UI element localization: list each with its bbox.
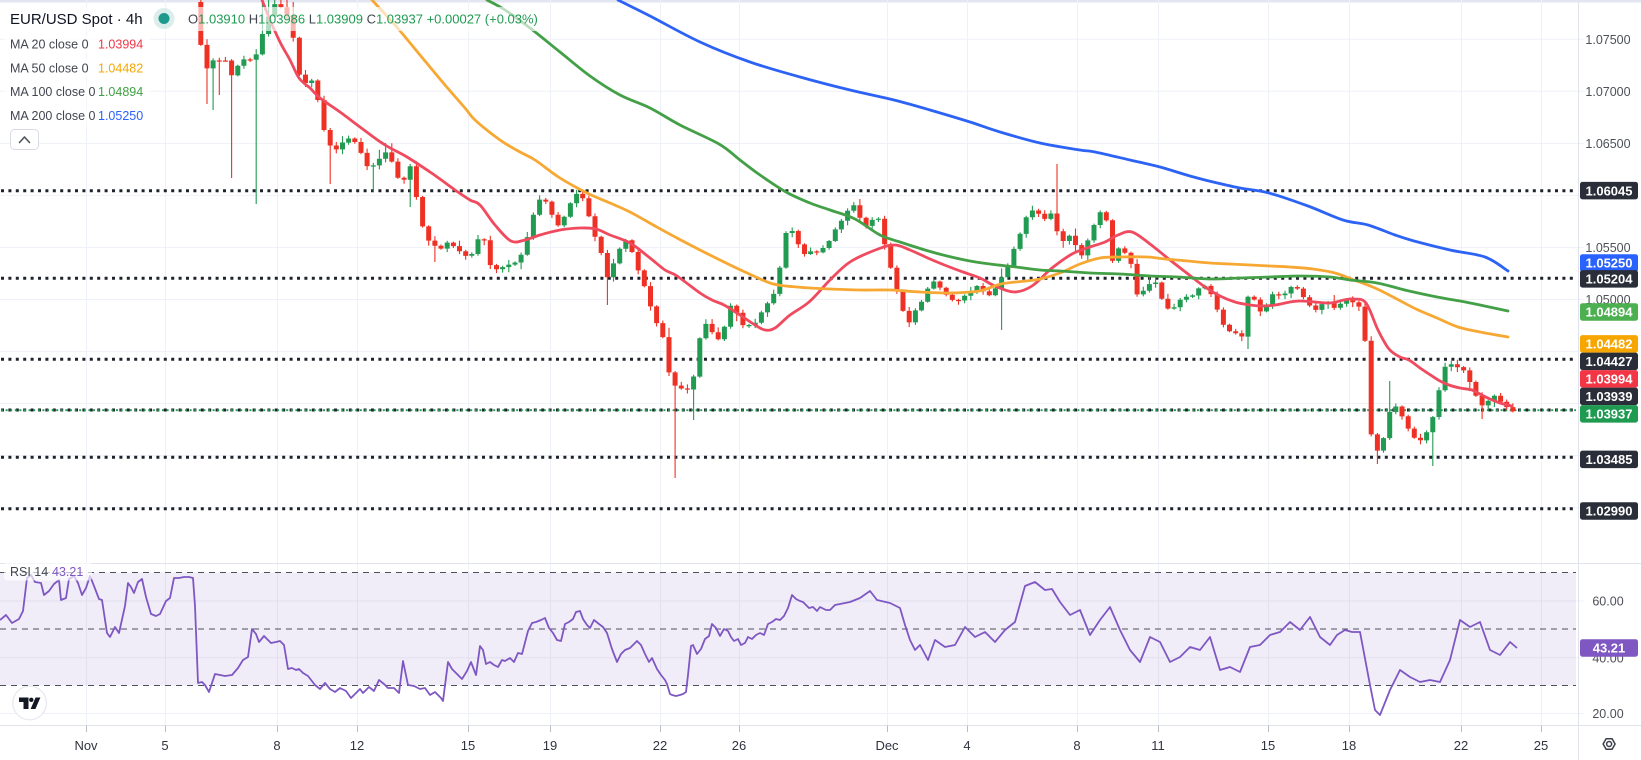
svg-text:1.05250: 1.05250 (98, 109, 143, 123)
svg-text:1.03994: 1.03994 (98, 37, 143, 51)
svg-text:1.05250: 1.05250 (1586, 256, 1633, 271)
svg-text:1.05204: 1.05204 (1586, 271, 1634, 286)
svg-text:1.04894: 1.04894 (98, 85, 143, 99)
svg-text:1.07000: 1.07000 (1585, 85, 1630, 99)
svg-text:15: 15 (461, 738, 475, 753)
svg-text:MA 50 close 0: MA 50 close 0 (10, 61, 89, 75)
svg-text:1.06500: 1.06500 (1585, 137, 1630, 151)
svg-text:1.04894: 1.04894 (1586, 305, 1634, 320)
svg-text:12: 12 (350, 738, 364, 753)
svg-text:1.04427: 1.04427 (1586, 354, 1633, 369)
svg-text:1.06045: 1.06045 (1586, 183, 1633, 198)
svg-text:RSI 14: RSI 14 (10, 565, 48, 579)
svg-text:O1.03910 H1.03986 L1.03909 C1.: O1.03910 H1.03986 L1.03909 C1.03937 +0.0… (188, 12, 538, 27)
svg-text:11: 11 (1151, 738, 1165, 753)
svg-text:Dec: Dec (875, 738, 899, 753)
svg-text:1.03939: 1.03939 (1586, 389, 1633, 404)
svg-text:1.04482: 1.04482 (98, 61, 143, 75)
svg-text:1.03937: 1.03937 (1586, 406, 1633, 421)
svg-text:1.02990: 1.02990 (1586, 504, 1633, 519)
svg-text:Nov: Nov (74, 738, 98, 753)
svg-text:25: 25 (1534, 738, 1548, 753)
svg-text:22: 22 (1454, 738, 1468, 753)
svg-text:4: 4 (963, 738, 970, 753)
svg-text:60.00: 60.00 (1592, 595, 1623, 609)
svg-text:26: 26 (732, 738, 746, 753)
svg-text:1.03994: 1.03994 (1586, 371, 1634, 386)
svg-text:18: 18 (1342, 738, 1356, 753)
svg-text:MA 200 close 0: MA 200 close 0 (10, 109, 96, 123)
svg-text:1.05500: 1.05500 (1585, 241, 1630, 255)
svg-text:8: 8 (1073, 738, 1080, 753)
svg-text:19: 19 (543, 738, 557, 753)
svg-text:43.21: 43.21 (52, 565, 83, 579)
svg-text:8: 8 (273, 738, 280, 753)
svg-text:1.04482: 1.04482 (1586, 336, 1633, 351)
svg-text:MA 20 close 0: MA 20 close 0 (10, 37, 89, 51)
svg-text:MA 100 close 0: MA 100 close 0 (10, 85, 96, 99)
svg-text:1.03485: 1.03485 (1586, 452, 1633, 467)
svg-text:43.21: 43.21 (1593, 641, 1626, 656)
svg-text:20.00: 20.00 (1592, 707, 1623, 721)
svg-text:5: 5 (161, 738, 168, 753)
svg-text:EUR/USD Spot · 4h: EUR/USD Spot · 4h (10, 11, 143, 28)
svg-text:22: 22 (653, 738, 667, 753)
svg-text:15: 15 (1261, 738, 1275, 753)
svg-text:1.07500: 1.07500 (1585, 33, 1630, 47)
